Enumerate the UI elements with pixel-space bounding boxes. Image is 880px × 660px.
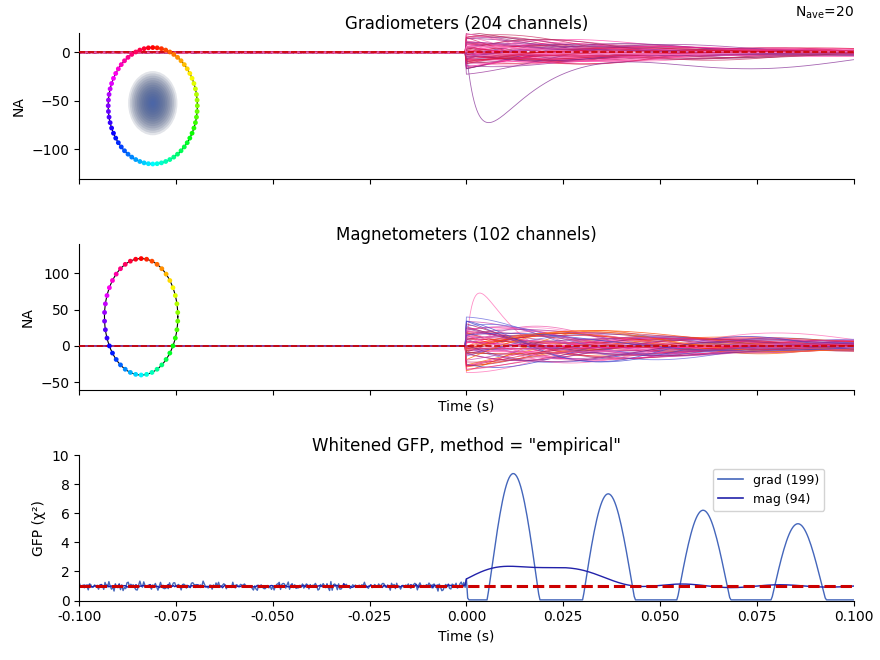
Legend: grad (199), mag (94): grad (199), mag (94) <box>713 469 824 511</box>
mag (94) <box>329 582 340 590</box>
mag (94) <box>693 581 704 589</box>
Title: Magnetometers (102 channels): Magnetometers (102 channels) <box>336 226 597 244</box>
grad (199) <box>464 596 474 604</box>
grad (199) <box>329 580 340 588</box>
grad (199) <box>826 596 837 604</box>
mag (94) <box>123 583 134 591</box>
Y-axis label: GFP (χ²): GFP (χ²) <box>33 500 47 556</box>
grad (199) <box>218 579 229 587</box>
Line: grad (199): grad (199) <box>79 474 854 600</box>
Y-axis label: NA: NA <box>12 96 26 115</box>
Y-axis label: NA: NA <box>21 307 35 327</box>
grad (199) <box>74 578 84 586</box>
mag (94) <box>848 582 859 590</box>
mag (94) <box>218 582 229 590</box>
Line: mag (94): mag (94) <box>79 566 854 588</box>
X-axis label: Time (s): Time (s) <box>438 630 495 644</box>
mag (94) <box>74 583 84 591</box>
grad (199) <box>693 510 704 517</box>
Title: Whitened GFP, method = "empirical": Whitened GFP, method = "empirical" <box>312 437 621 455</box>
mag (94) <box>503 562 514 570</box>
mag (94) <box>799 582 810 590</box>
grad (199) <box>799 525 810 533</box>
X-axis label: Time (s): Time (s) <box>438 400 495 414</box>
Title: Gradiometers (204 channels): Gradiometers (204 channels) <box>345 15 588 33</box>
grad (199) <box>848 596 859 604</box>
grad (199) <box>123 578 134 586</box>
mag (94) <box>428 584 438 592</box>
mag (94) <box>826 583 837 591</box>
Text: N$_{\mathregular{ave}}$=20: N$_{\mathregular{ave}}$=20 <box>795 5 854 21</box>
grad (199) <box>508 470 518 478</box>
